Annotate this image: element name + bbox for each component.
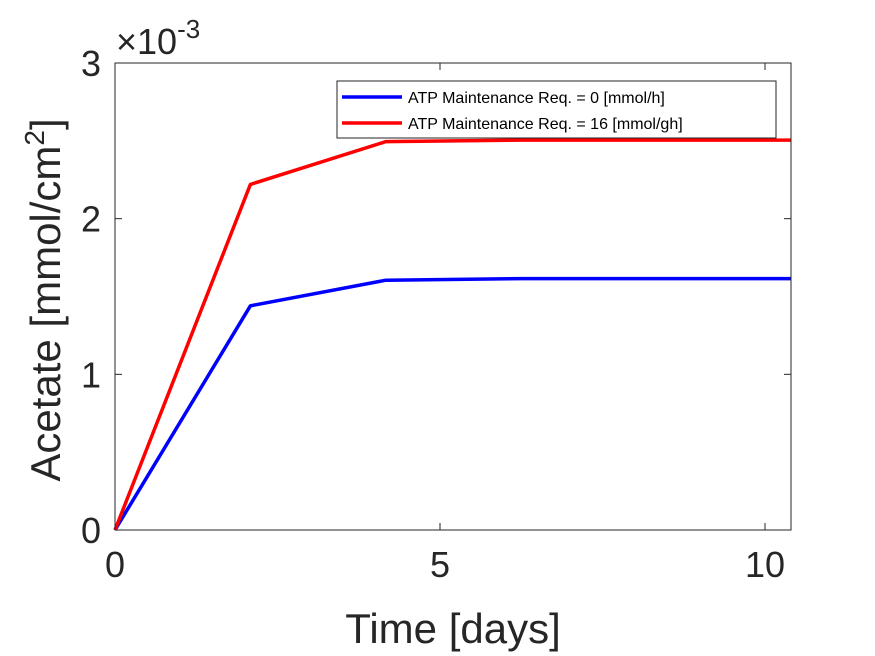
y-tick-label-0: 0 (81, 510, 101, 551)
x-tick-label-2: 10 (745, 544, 785, 585)
legend-box (336, 80, 777, 139)
series-layer (113, 138, 791, 531)
series-line-1 (113, 138, 791, 531)
y-tick-label-3: 3 (81, 43, 101, 84)
series-line-0 (113, 276, 791, 531)
x-tick-label-1: 5 (430, 544, 450, 585)
y-tick-label-1: 1 (81, 354, 101, 395)
y-tick-label-2: 2 (81, 199, 101, 240)
legend: ATP Maintenance Req. = 0 [mmol/h] ATP Ma… (336, 80, 777, 139)
legend-label-series-0: ATP Maintenance Req. = 0 [mmol/h] (408, 90, 665, 107)
tick-layer: 0 5 10 0 1 2 3 (81, 43, 791, 585)
x-tick-label-0: 0 (105, 544, 125, 585)
y-exponent-label: ×10-3 (116, 14, 200, 62)
legend-label-series-1: ATP Maintenance Req. = 16 [mmol/gh] (408, 116, 683, 133)
axes-box (114, 62, 792, 531)
x-axis-label: Time [days] (345, 605, 561, 652)
y-axis-label: Acetate [mmol/cm2] (19, 118, 69, 481)
